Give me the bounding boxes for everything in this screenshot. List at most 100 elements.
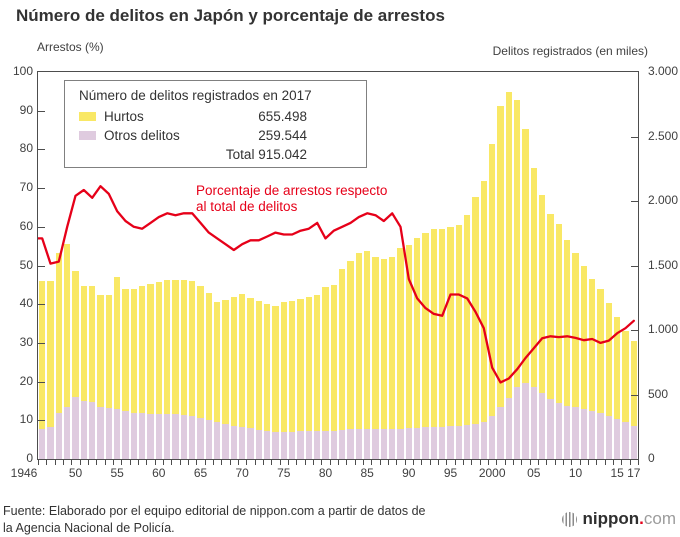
bar-hurtos-1946 [39, 280, 46, 430]
bar-hurtos-2014 [605, 302, 612, 417]
right-axis-tick-label: 2.000 [648, 193, 679, 207]
bar-otros-1986 [372, 428, 379, 459]
x-axis-tick [579, 460, 581, 465]
bar-hurtos-1950 [72, 271, 79, 398]
bar-otros-1963 [180, 414, 187, 459]
bar-hurtos-1978 [305, 297, 312, 432]
bar-hurtos-1966 [205, 292, 212, 420]
bar-hurtos-1975 [280, 302, 287, 432]
x-axis-tick-label: 2000 [478, 466, 506, 480]
bar-otros-1999 [480, 422, 487, 459]
bar-otros-1952 [89, 402, 96, 459]
x-axis-tick [479, 460, 481, 465]
x-axis-tick-label: 50 [68, 466, 83, 480]
bar-hurtos-1972 [255, 301, 262, 430]
bar-hurtos-1953 [97, 295, 104, 408]
left-axis-tick-label: 40 [19, 296, 33, 311]
x-axis-tick-label: 70 [235, 466, 249, 480]
x-axis-tick [404, 460, 406, 465]
bar-otros-1977 [297, 431, 304, 459]
legend-value-hurtos: 655.498 [258, 109, 307, 124]
bar-otros-1985 [364, 428, 371, 459]
bar-hurtos-1970 [239, 293, 246, 427]
bar-otros-1998 [472, 424, 479, 459]
bar-hurtos-1947 [47, 281, 54, 428]
left-axis-tick [38, 304, 45, 306]
globe-icon [562, 511, 578, 527]
bar-hurtos-1951 [80, 286, 87, 401]
bar-otros-1954 [105, 408, 112, 459]
x-axis-tick [171, 460, 173, 465]
bar-otros-1975 [280, 431, 287, 459]
legend-label-otros: Otros delitos [104, 128, 180, 143]
bar-hurtos-1955 [114, 276, 121, 409]
left-axis-tick [38, 110, 45, 112]
x-axis-tick-label: 65 [193, 466, 208, 480]
x-axis-tick [38, 460, 39, 465]
bar-hurtos-2000 [489, 143, 496, 416]
bar-hurtos-1958 [139, 286, 146, 414]
logo-dot: . [639, 509, 644, 528]
bar-otros-2014 [605, 416, 612, 459]
bar-hurtos-1980 [322, 287, 329, 431]
x-axis-tick [538, 460, 539, 465]
line-annotation-line2: al total de delitos [196, 199, 298, 214]
bar-otros-1992 [422, 427, 429, 459]
x-axis-tick [371, 460, 373, 465]
bar-otros-1948 [55, 413, 62, 459]
bar-otros-1957 [130, 412, 137, 459]
left-axis-tick-label: 30 [19, 334, 33, 349]
bar-otros-1980 [322, 430, 329, 459]
bar-hurtos-2015 [614, 317, 621, 419]
bar-otros-1973 [264, 431, 271, 459]
x-axis-tick [396, 460, 398, 465]
x-axis-tick [446, 460, 448, 465]
x-axis-tick [279, 460, 281, 465]
x-axis-tick [221, 460, 223, 465]
right-axis-tick-label: 2.500 [648, 128, 679, 143]
right-axis-tick-label: 500 [648, 386, 669, 401]
left-axis-tick [38, 381, 45, 383]
x-axis-tick-label: 55 [110, 466, 124, 480]
left-axis-tick-label: 0 [26, 451, 33, 465]
x-axis-tick [179, 460, 181, 465]
x-axis-tick [121, 460, 123, 465]
bar-otros-1965 [197, 417, 204, 459]
bar-hurtos-1989 [397, 248, 404, 429]
bar-otros-2004 [522, 382, 529, 459]
bar-otros-1953 [97, 407, 104, 459]
x-axis-tick-label: 85 [360, 466, 374, 480]
left-axis-tick-label: 50 [19, 257, 33, 272]
left-axis-tick-label: 90 [19, 102, 33, 117]
right-axis-title: Delitos registrados (en miles) [492, 44, 648, 58]
x-axis-tick [321, 460, 323, 465]
bar-hurtos-2007 [547, 213, 554, 399]
x-axis-tick-label: 15 [610, 466, 624, 480]
bar-hurtos-1959 [147, 284, 154, 414]
left-axis-title: Arrestos (%) [37, 40, 104, 54]
bar-otros-2016 [622, 422, 629, 459]
legend-row-hurtos: Hurtos 655.498 [79, 107, 307, 126]
bar-hurtos-1954 [105, 295, 112, 408]
bar-otros-2003 [514, 387, 521, 459]
x-axis-tick [104, 460, 106, 465]
bar-hurtos-2010 [572, 252, 579, 408]
x-axis-tick [471, 460, 473, 465]
bar-otros-1971 [247, 428, 254, 459]
x-axis-tick [438, 460, 439, 465]
bar-otros-1991 [414, 428, 421, 459]
hurtos-swatch-icon [79, 112, 96, 121]
bar-otros-1988 [389, 428, 396, 459]
bar-otros-1976 [289, 431, 296, 459]
bar-hurtos-1982 [339, 269, 346, 430]
legend-title: Número de delitos registrados en 2017 [79, 88, 312, 103]
x-axis-tick [263, 460, 264, 465]
bar-otros-1961 [164, 413, 171, 459]
bar-hurtos-2008 [555, 223, 562, 403]
x-axis-tick [154, 460, 156, 465]
legend-label-hurtos: Hurtos [104, 109, 144, 124]
bar-hurtos-2006 [539, 195, 546, 394]
logo-word: nippon [582, 509, 640, 528]
left-axis-tick-label: 70 [19, 180, 33, 195]
bar-otros-1966 [205, 419, 212, 459]
